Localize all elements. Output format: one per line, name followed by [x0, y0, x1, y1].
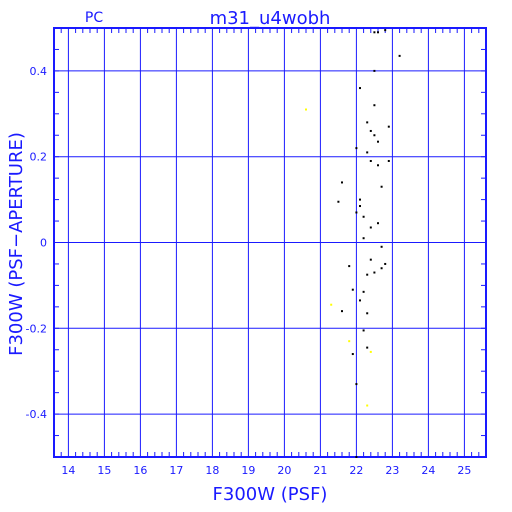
data-point: [380, 267, 383, 270]
data-point: [348, 340, 351, 343]
data-point: [380, 245, 383, 248]
data-point: [377, 222, 379, 225]
data-point: [355, 383, 358, 386]
x-tick-label: 15: [97, 464, 111, 477]
data-point: [341, 310, 343, 313]
data-point: [373, 31, 376, 34]
data-point: [337, 200, 340, 203]
x-tick-label: 21: [313, 464, 327, 477]
tick-labels: 14 15 16 17 18 19 20 21 22 23 24 25 -0.4 -0.2 0 0.2 0.4: [26, 65, 472, 477]
x-tick-label: 22: [349, 464, 363, 477]
data-point: [362, 215, 365, 218]
x-tick-label: 14: [61, 464, 75, 477]
data-point: [359, 87, 361, 90]
data-point: [377, 31, 379, 34]
data-point: [366, 273, 369, 276]
data-point: [373, 104, 376, 107]
data-point: [373, 69, 376, 72]
data-point: [373, 134, 376, 137]
data-point: [377, 164, 379, 167]
data-point: [387, 159, 390, 162]
data-point: [366, 151, 369, 154]
data-point: [351, 288, 354, 291]
x-tick-label: 17: [169, 464, 183, 477]
data-point: [341, 181, 343, 184]
tick-marks: [53, 27, 487, 458]
data-point: [330, 303, 333, 306]
data-point: [359, 205, 361, 208]
x-tick-label: 24: [421, 464, 435, 477]
data-point: [369, 350, 372, 353]
data-point: [380, 185, 383, 188]
data-point: [373, 271, 376, 274]
x-tick-label: 19: [241, 464, 255, 477]
grid-lines: [54, 28, 486, 457]
x-tick-label: 18: [205, 464, 219, 477]
y-tick-label: -0.4: [26, 408, 47, 421]
data-point: [355, 456, 358, 458]
header-left-label: PC: [85, 10, 103, 26]
data-point: [366, 404, 369, 407]
data-point: [377, 140, 379, 143]
data-point: [369, 129, 372, 132]
data-point: [305, 108, 307, 111]
data-point: [384, 262, 387, 265]
data-point: [348, 265, 351, 268]
y-tick-label: 0.2: [30, 151, 48, 164]
data-point: [366, 346, 369, 349]
x-tick-label: 20: [277, 464, 291, 477]
data-point: [359, 299, 361, 302]
data-point: [369, 258, 372, 261]
y-tick-label: -0.2: [26, 322, 47, 335]
x-tick-label: 25: [457, 464, 471, 477]
x-axis-label: F300W (PSF): [213, 484, 328, 505]
data-point: [362, 237, 365, 240]
data-point: [362, 329, 365, 332]
y-axis-label: F300W (PSF−APERTURE): [6, 132, 27, 356]
data-point: [384, 29, 387, 32]
y-tick-label: 0: [40, 237, 47, 250]
data-points: [305, 29, 401, 458]
data-point: [369, 226, 372, 229]
data-point: [369, 159, 372, 162]
y-tick-label: 0.4: [30, 65, 48, 78]
data-point: [362, 290, 365, 293]
x-tick-label: 16: [133, 464, 147, 477]
data-point: [366, 121, 369, 124]
data-point: [359, 198, 361, 201]
data-point: [351, 353, 354, 356]
data-point: [355, 211, 358, 214]
data-point: [366, 312, 369, 315]
chart-title: m31_u4wobh: [210, 8, 331, 29]
data-point: [398, 54, 401, 57]
data-point: [355, 147, 358, 150]
x-tick-label: 23: [385, 464, 399, 477]
data-point: [387, 125, 390, 128]
